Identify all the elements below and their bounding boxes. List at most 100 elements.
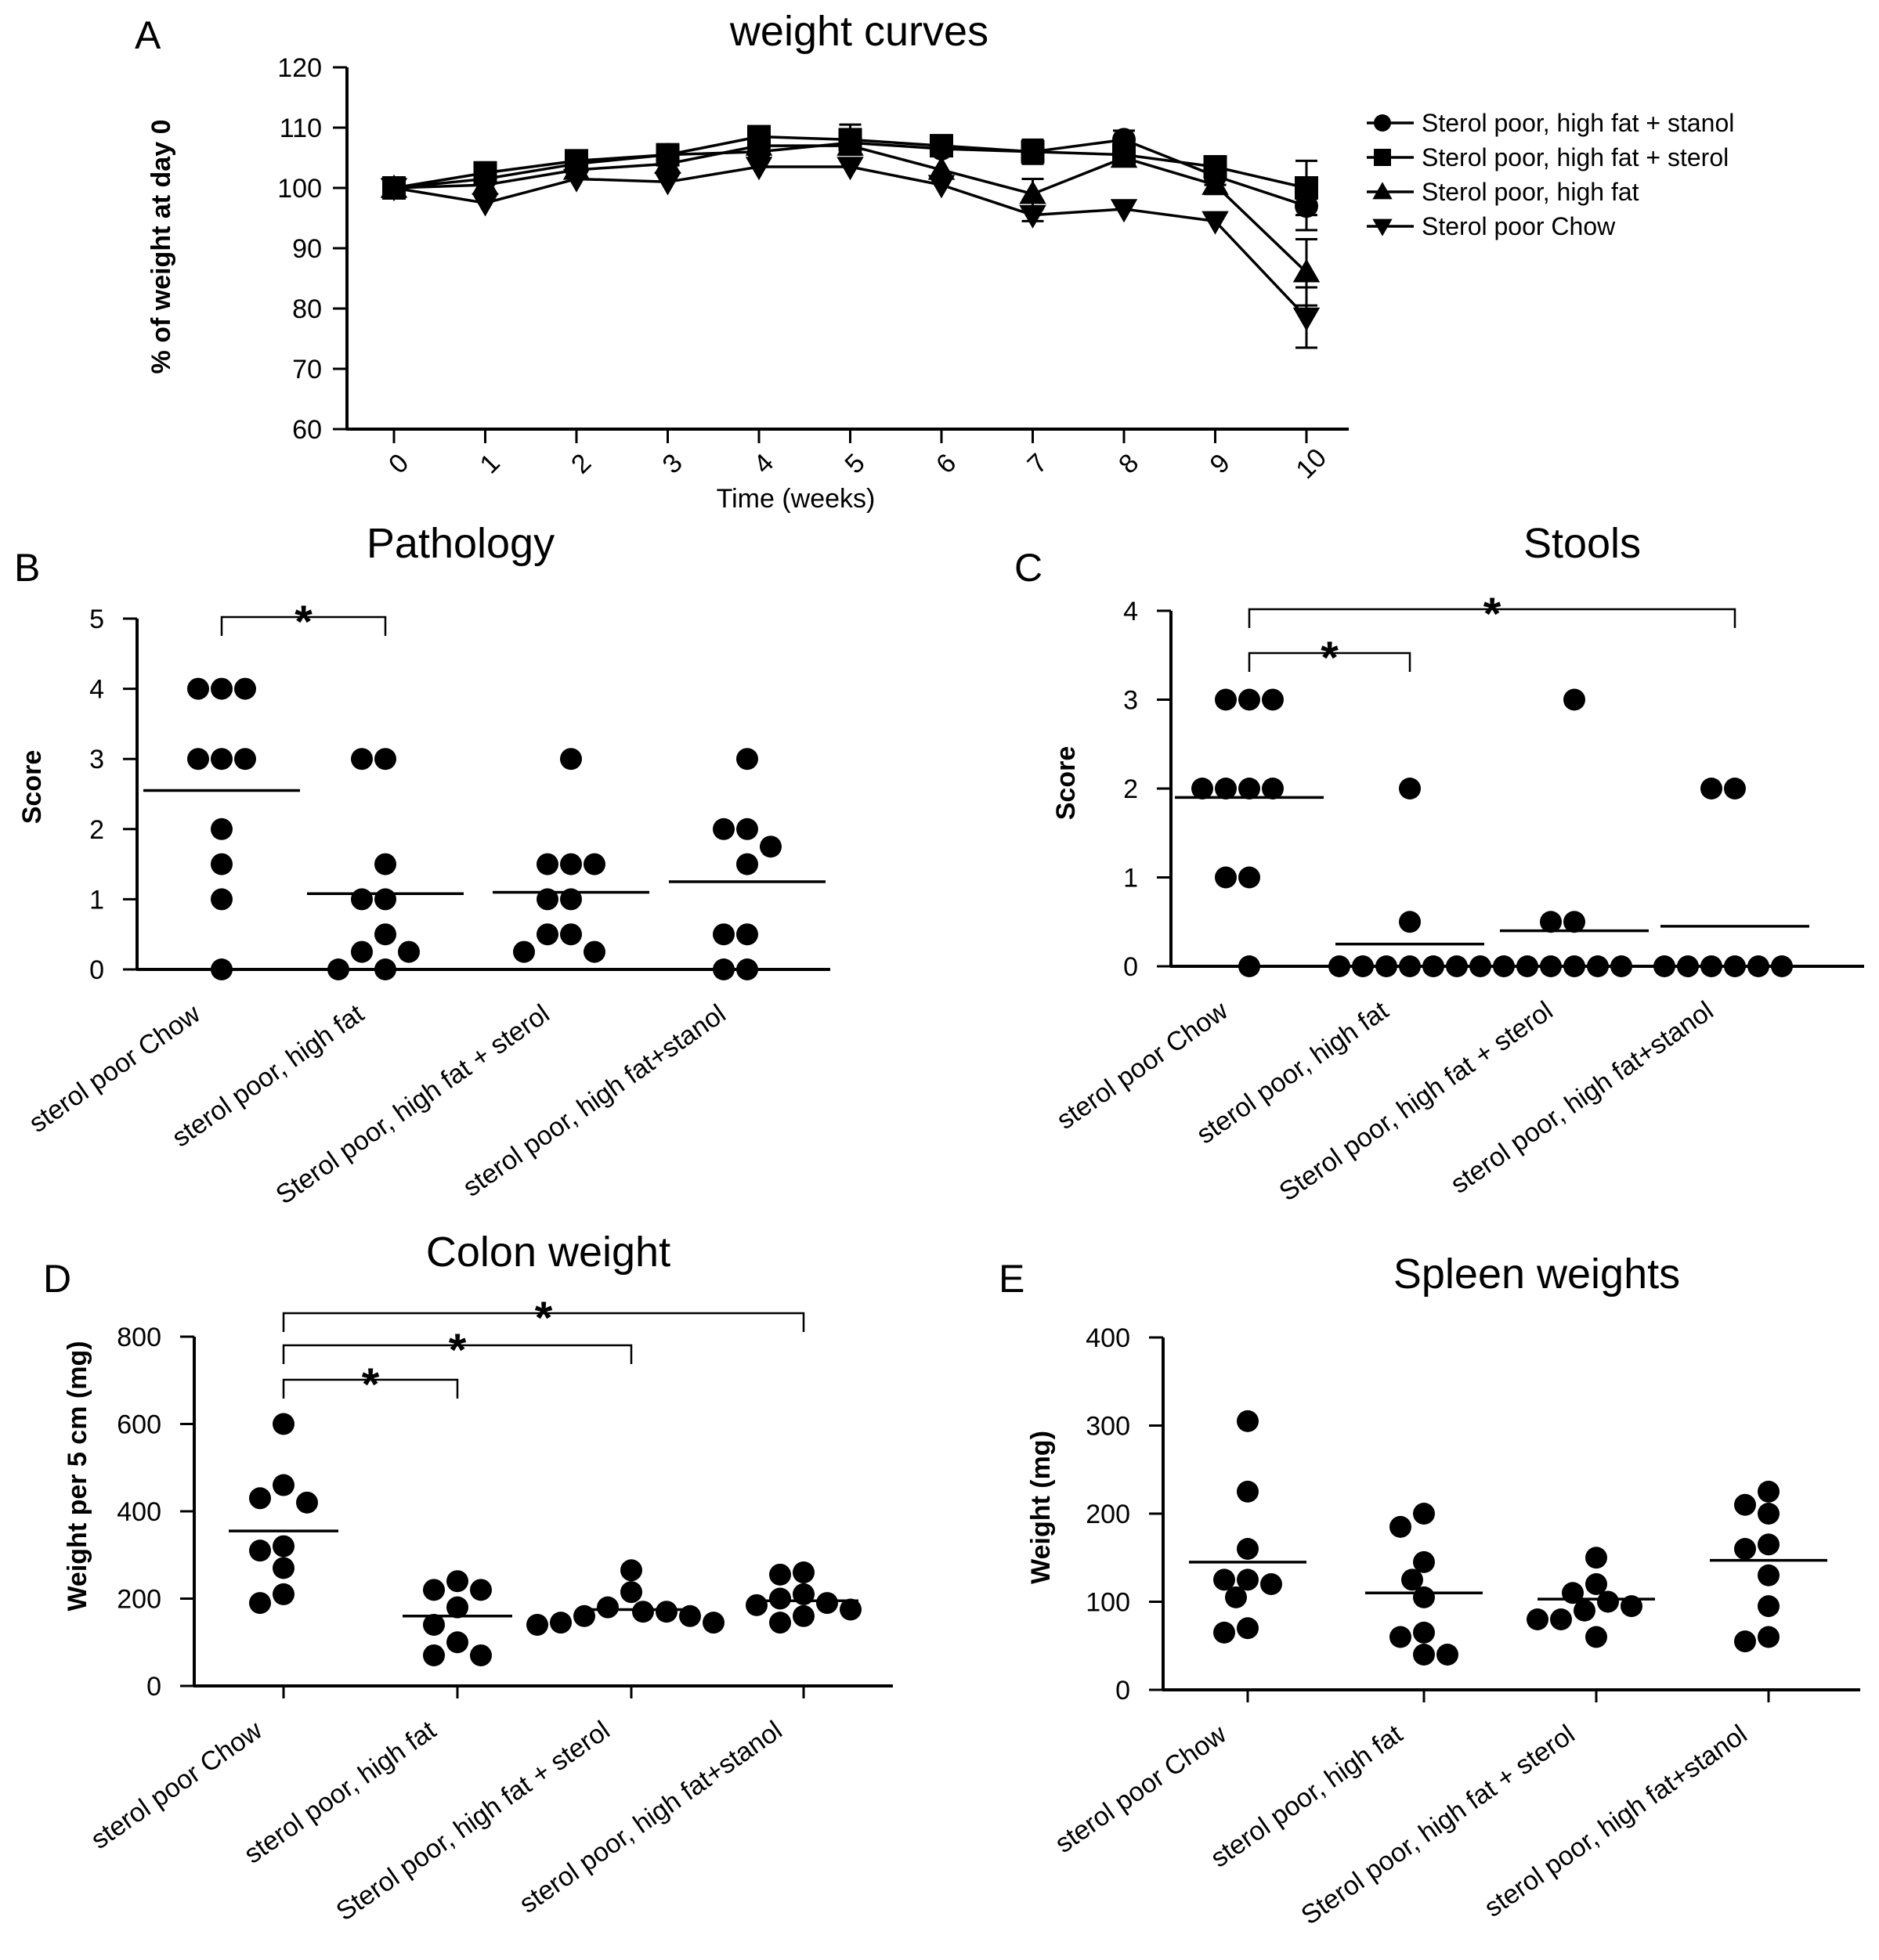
data-point-b — [560, 923, 582, 946]
significance-star-c: * — [1483, 589, 1501, 640]
panel-letter-d: D — [43, 1257, 71, 1301]
data-point-a — [927, 175, 956, 199]
data-point-e — [1574, 1599, 1595, 1622]
data-point-e — [1585, 1626, 1607, 1648]
data-point-e — [1389, 1626, 1411, 1648]
data-point-c — [1238, 688, 1260, 711]
data-point-b — [513, 940, 535, 963]
data-point-c — [1563, 911, 1585, 933]
significance-star-d: * — [449, 1325, 467, 1376]
y-axis-label-b: Score — [17, 750, 47, 825]
category-label-e: Sterol poor, high fat + sterol — [1295, 1719, 1580, 1930]
y-tick-label-b: 4 — [89, 675, 104, 705]
data-point-d — [273, 1474, 294, 1496]
data-point-d — [249, 1539, 271, 1562]
data-point-e — [1527, 1608, 1548, 1630]
data-point-a — [837, 157, 864, 181]
data-point-e — [1237, 1617, 1259, 1640]
data-point-c — [1516, 955, 1538, 977]
y-tick-label-b: 0 — [89, 955, 104, 985]
data-point-c — [1238, 778, 1260, 800]
data-point-d — [550, 1612, 572, 1634]
data-point-a — [1110, 144, 1138, 168]
data-point-c — [1724, 778, 1746, 800]
significance-bracket-d — [282, 1312, 805, 1332]
data-point-e — [1436, 1644, 1458, 1666]
data-point-b — [713, 818, 735, 840]
data-point-e — [1758, 1564, 1780, 1586]
data-point-d — [273, 1557, 294, 1579]
data-point-a — [1201, 171, 1229, 195]
data-point-d — [273, 1413, 294, 1435]
legend-label-a: Sterol poor, high fat + sterol — [1422, 143, 1729, 171]
data-point-d — [746, 1594, 768, 1616]
y-tick-label-d: 800 — [117, 1323, 161, 1352]
data-point-e — [1734, 1493, 1756, 1516]
series-line-a — [393, 165, 1308, 319]
y-axis-label-c: Score — [1051, 746, 1081, 821]
y-tick-label-e: 400 — [1086, 1323, 1130, 1353]
data-point-b — [234, 748, 256, 771]
data-point-b — [760, 836, 782, 858]
data-point-e — [1213, 1568, 1235, 1591]
data-point-b — [537, 853, 558, 875]
data-point-b — [560, 853, 582, 875]
y-tick-label-e: 100 — [1086, 1588, 1130, 1618]
data-point-d — [470, 1644, 492, 1666]
data-point-b — [211, 958, 233, 980]
data-point-b — [211, 853, 233, 875]
data-point-c — [1352, 955, 1374, 977]
data-point-b — [713, 958, 735, 980]
data-point-d — [620, 1559, 642, 1582]
data-point-b — [374, 958, 396, 980]
significance-bracket-d — [282, 1344, 633, 1364]
data-point-b — [351, 940, 373, 963]
data-point-e — [1734, 1630, 1756, 1653]
panel-letter-c: C — [1014, 546, 1042, 590]
data-point-b — [187, 677, 209, 700]
data-point-c — [1399, 911, 1421, 933]
panel-letter-a: A — [135, 13, 161, 57]
y-tick-label-c: 4 — [1123, 597, 1138, 626]
x-tick-label-a: 8 — [1113, 448, 1144, 479]
data-point-c — [1328, 955, 1350, 977]
significance-bracket-c — [1248, 608, 1736, 628]
y-tick-label-c: 3 — [1123, 686, 1138, 716]
data-point-c — [1747, 955, 1769, 977]
y-tick-label-a: 70 — [292, 355, 322, 384]
data-point-b — [736, 853, 758, 875]
data-point-d — [840, 1598, 862, 1621]
data-point-c — [1375, 955, 1397, 977]
data-point-b — [736, 923, 758, 946]
data-point-e — [1758, 1503, 1780, 1525]
significance-star-d: * — [362, 1359, 380, 1410]
data-point-e — [1758, 1533, 1780, 1556]
data-point-c — [1493, 955, 1515, 977]
data-point-c — [1469, 955, 1491, 977]
data-point-d — [423, 1644, 445, 1666]
data-point-e — [1413, 1621, 1435, 1644]
data-point-b — [211, 888, 233, 911]
x-tick-label-a: 5 — [840, 448, 871, 479]
y-tick-label-b: 1 — [89, 885, 104, 915]
data-point-a — [1292, 258, 1321, 283]
significance-star-b: * — [294, 597, 313, 648]
x-tick-label-a: 7 — [1022, 448, 1053, 479]
data-point-e — [1597, 1590, 1619, 1613]
data-point-e — [1621, 1595, 1642, 1618]
data-point-d — [769, 1563, 791, 1586]
y-tick-label-b: 5 — [89, 605, 104, 634]
data-point-b — [374, 923, 396, 946]
data-point-d — [656, 1601, 678, 1623]
data-point-a — [930, 134, 953, 158]
x-tick-label-a: 9 — [1205, 448, 1236, 479]
data-point-e — [1413, 1550, 1435, 1573]
y-tick-label-c: 0 — [1123, 952, 1138, 982]
legend-label-a: Sterol poor, high fat + stanol — [1422, 109, 1734, 137]
x-tick-label-a: 6 — [930, 448, 962, 479]
data-point-b — [211, 818, 233, 840]
y-tick-label-a: 110 — [280, 114, 322, 143]
category-label-c: Sterol poor, high fat + sterol — [1274, 995, 1558, 1207]
data-point-d — [296, 1491, 318, 1514]
